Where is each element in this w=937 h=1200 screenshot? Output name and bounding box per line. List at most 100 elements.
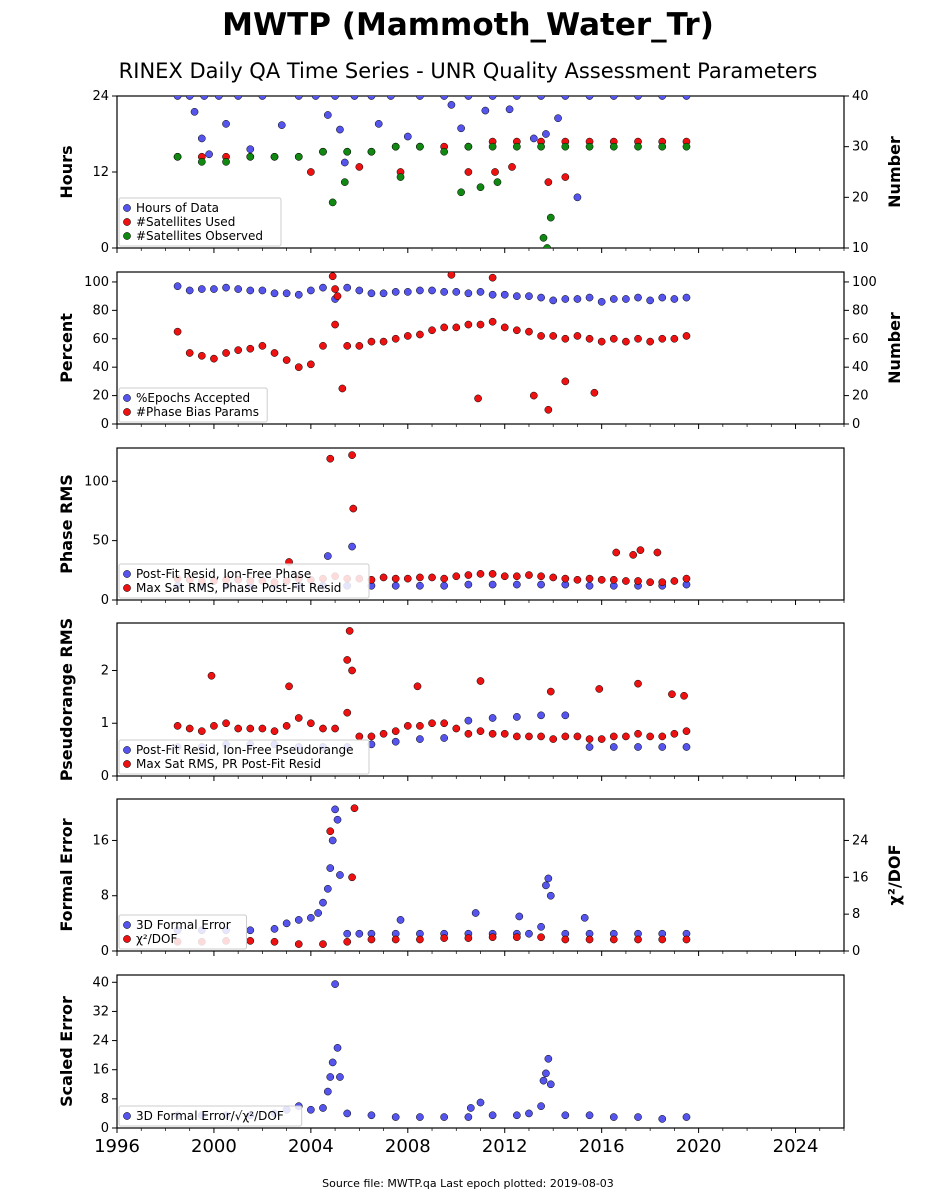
point-epochs-accepted — [416, 286, 424, 295]
point-satellites-observed — [222, 158, 230, 166]
point-epochs-accepted — [246, 286, 255, 295]
figure-subtitle: RINEX Daily QA Time Series - UNR Quality… — [119, 59, 818, 83]
point-max-sat-rms-pr-post-fit-resid — [646, 732, 654, 741]
y-tick-label: 8 — [101, 1092, 109, 1107]
point-epochs-accepted — [210, 285, 218, 293]
point-satellites-observed — [585, 142, 594, 151]
y-right-tick-label: 0 — [852, 417, 860, 432]
point-3d-formal-error-chi2-dof — [326, 1073, 335, 1081]
y-tick-label: 24 — [92, 89, 109, 104]
legend-label: χ²/DOF — [136, 932, 177, 946]
point-post-fit-resid-ion-free-pseudorange — [561, 711, 570, 720]
point-hours-of-data — [386, 96, 395, 100]
point-phase-bias-params — [185, 349, 194, 357]
point-satellites-observed — [658, 142, 667, 151]
y-tick-label: 0 — [101, 241, 109, 256]
point-hours-of-data — [234, 96, 243, 100]
point-max-sat-rms-pr-post-fit-resid — [476, 677, 485, 685]
point-epochs-accepted — [440, 288, 448, 296]
point-chi2-dof — [326, 827, 335, 836]
data-points — [173, 96, 691, 248]
point-3d-formal-error-chi2-dof — [319, 1104, 327, 1112]
point-satellites-observed — [340, 178, 349, 186]
point-max-sat-rms-phase-post-fit-resid — [348, 451, 356, 459]
point-satellites-observed — [609, 142, 618, 151]
point-max-sat-rms-pr-post-fit-resid — [595, 685, 604, 693]
point-max-sat-rms-pr-post-fit-resid — [440, 719, 448, 728]
point-epochs-accepted — [452, 288, 461, 296]
point-max-sat-rms-pr-post-fit-resid — [597, 735, 606, 743]
point-hours-of-data — [185, 96, 194, 100]
point-chi2-dof — [343, 937, 352, 946]
point-phase-bias-params — [488, 273, 497, 282]
point-phase-bias-params — [428, 326, 436, 335]
y-right-tick-label: 60 — [852, 332, 869, 347]
legend-label: Max Sat RMS, PR Post-Fit Resid — [136, 757, 321, 771]
y-right-tick-label: 8 — [852, 907, 860, 922]
point-phase-bias-params — [331, 285, 339, 293]
point-phase-bias-params — [173, 327, 182, 336]
x-tick-label: 1996 — [94, 1136, 140, 1157]
y-right-tick-label: 10 — [852, 241, 869, 256]
point-max-sat-rms-phase-post-fit-resid — [428, 573, 436, 582]
point-post-fit-resid-ion-free-pseudorange — [634, 743, 642, 751]
point-phase-bias-params — [670, 334, 679, 343]
point-phase-bias-params — [609, 334, 618, 343]
point-3d-formal-error-chi2-dof — [466, 1104, 475, 1112]
point-3d-formal-error — [328, 836, 337, 845]
point-max-sat-rms-pr-post-fit-resid — [355, 732, 364, 741]
point-phase-bias-params — [367, 337, 376, 346]
y-right-tick-label: 20 — [852, 389, 869, 404]
y-tick-label: 50 — [92, 534, 109, 549]
point-3d-formal-error — [246, 926, 255, 935]
point-3d-formal-error — [546, 891, 555, 900]
legend-label: Hours of Data — [136, 201, 219, 215]
point-3d-formal-error — [537, 922, 545, 931]
point-post-fit-resid-ion-free-pseudorange — [464, 716, 473, 725]
point-max-sat-rms-pr-post-fit-resid — [680, 691, 688, 700]
point-3d-formal-error-chi2-dof — [464, 1113, 473, 1121]
point-phase-bias-params — [210, 354, 218, 363]
y-tick-label: 40 — [92, 975, 109, 990]
point-3d-formal-error — [542, 881, 550, 890]
legend-marker — [123, 760, 131, 768]
point-satellites-observed — [476, 183, 485, 192]
y-right-tick-label: 0 — [852, 944, 860, 959]
point-hours-of-data — [554, 114, 562, 123]
legend-label: %Epochs Accepted — [136, 391, 250, 405]
point-phase-bias-params — [549, 332, 558, 340]
point-max-sat-rms-phase-post-fit-resid — [513, 572, 521, 581]
point-3d-formal-error-chi2-dof — [546, 1080, 555, 1089]
point-3d-formal-error — [396, 916, 405, 924]
point-max-sat-rms-pr-post-fit-resid — [210, 722, 218, 730]
point-max-sat-rms-phase-post-fit-resid — [609, 575, 618, 584]
y-tick-label: 0 — [101, 417, 109, 432]
point-max-sat-rms-pr-post-fit-resid — [658, 732, 667, 741]
x-tick-label: 2004 — [288, 1136, 334, 1157]
panel-3: 0 50 100 Phase RMS Post-Fit Resid, Ion-Free … — [57, 447, 845, 608]
point-chi2-dof — [513, 933, 521, 942]
point-satellites-observed — [546, 213, 555, 222]
point-post-fit-resid-ion-free-phase — [464, 580, 473, 589]
point-3d-formal-error-chi2-dof — [440, 1113, 448, 1121]
point-hours-of-data — [258, 96, 267, 100]
point-epochs-accepted — [500, 290, 509, 299]
y-tick-label: 0 — [101, 1121, 109, 1136]
y-axis-label: Hours — [57, 145, 76, 198]
point-max-sat-rms-pr-post-fit-resid — [413, 682, 422, 691]
point-3d-formal-error-chi2-dof — [307, 1105, 315, 1114]
point-3d-formal-error-chi2-dof — [537, 1102, 545, 1110]
point-max-sat-rms-phase-post-fit-resid — [500, 572, 509, 581]
point-phase-bias-params — [331, 320, 339, 329]
point-satellites-observed — [343, 147, 352, 156]
point-phase-bias-params — [585, 334, 594, 343]
point-max-sat-rms-pr-post-fit-resid — [367, 732, 376, 741]
point-3d-formal-error — [544, 874, 553, 883]
point-hours-of-data — [488, 96, 497, 100]
point-3d-formal-error-chi2-dof — [544, 1054, 553, 1063]
point-3d-formal-error-chi2-dof — [634, 1113, 642, 1121]
point-phase-bias-params — [544, 405, 553, 414]
point-phase-bias-params — [355, 342, 364, 350]
